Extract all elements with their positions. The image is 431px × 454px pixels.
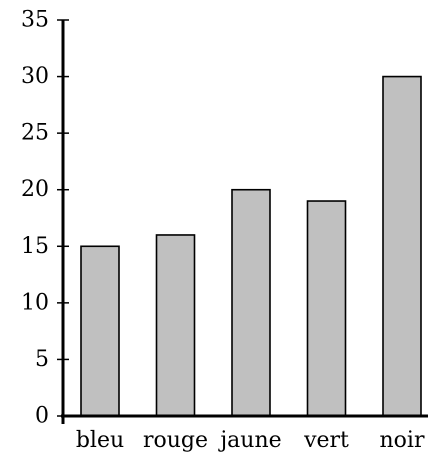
y-tick-label: 5 — [35, 347, 49, 372]
x-tick-label-noir: noir — [380, 428, 425, 453]
x-tick-label-vert: vert — [303, 428, 349, 453]
y-tick-label: 0 — [35, 404, 49, 429]
x-tick-label-rouge: rouge — [143, 428, 208, 453]
bar-bleu — [81, 246, 119, 416]
bar-rouge — [157, 235, 195, 416]
y-tick-label: 25 — [21, 121, 49, 146]
y-tick-label: 30 — [21, 64, 49, 89]
x-tick-label-jaune: jaune — [217, 428, 281, 453]
y-tick-label: 20 — [21, 177, 49, 202]
bars — [81, 77, 421, 416]
y-tick-label: 35 — [21, 8, 49, 33]
y-tick-label: 10 — [21, 290, 49, 315]
x-tick-label-bleu: bleu — [76, 428, 124, 453]
bar-noir — [383, 77, 421, 416]
bar-vert — [308, 201, 346, 416]
x-axis-labels: bleu rouge jaune vert noir — [76, 428, 425, 453]
y-tick-label: 15 — [21, 234, 49, 259]
bar-jaune — [232, 190, 270, 416]
